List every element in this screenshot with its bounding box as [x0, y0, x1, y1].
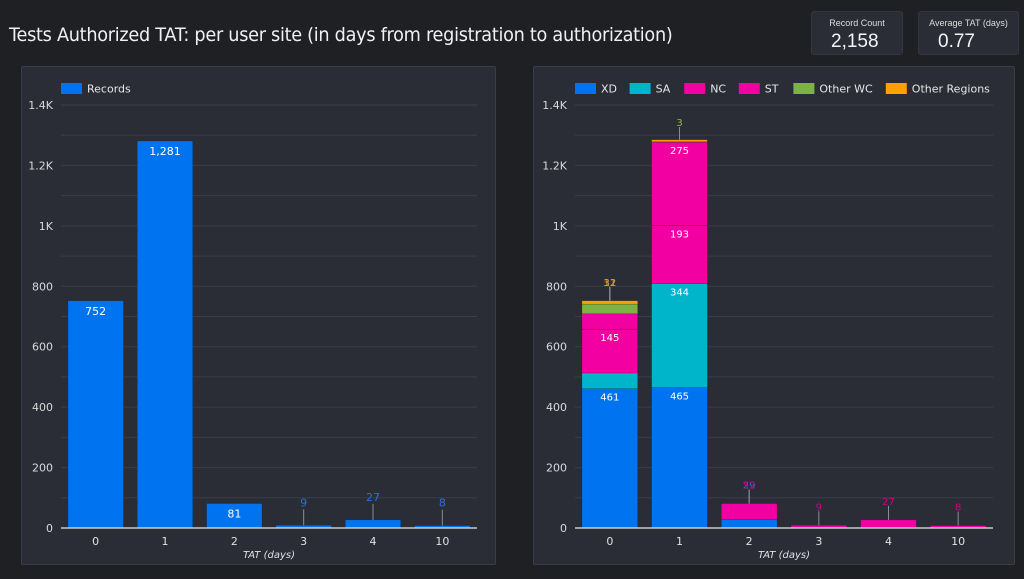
- records-bar-chart: 0 200 400 600 800 1K 1.2K 1.4K Records 752 0 1,281 1…: [28, 83, 477, 561]
- bar-segment: [860, 519, 917, 529]
- data-label: 193: [670, 229, 689, 240]
- bar-segment: [651, 141, 708, 226]
- bar-segment: [651, 224, 708, 284]
- x-tick-label: 3: [815, 535, 822, 548]
- data-label: 27: [366, 491, 380, 504]
- y-tick-label: 1.4K: [28, 99, 53, 112]
- data-label: 32: [603, 278, 616, 289]
- bar-segment: [344, 519, 402, 529]
- y-tick-label: 1.4K: [542, 99, 567, 112]
- x-axis-title: TAT (days): [243, 550, 295, 561]
- data-label: 8: [955, 503, 961, 514]
- data-label: 9: [300, 496, 307, 509]
- bar-segment: [651, 387, 708, 529]
- kpi-average-tat: Average TAT (days) 0.77: [918, 11, 1019, 55]
- legend-swatch: [575, 83, 596, 94]
- data-label: 11: [603, 278, 616, 289]
- site-stacked-bar-chart: 0 200 400 600 800 1K 1.2K 1.4K XD SA NC ST Other WC O…: [542, 83, 993, 561]
- legend-swatch: [629, 83, 651, 94]
- data-label: 52: [743, 481, 756, 492]
- data-label: 465: [670, 392, 689, 403]
- x-tick-label: 4: [370, 535, 377, 548]
- y-tick-label: 600: [546, 341, 567, 354]
- bar-segment: [581, 300, 639, 305]
- data-label: 145: [600, 333, 619, 344]
- data-label: 8: [439, 497, 446, 510]
- bar-segment: [581, 303, 639, 315]
- legend-swatch: [885, 83, 907, 94]
- x-tick-label: 0: [92, 535, 99, 548]
- data-label: 9: [816, 502, 822, 513]
- x-tick-label: 3: [300, 535, 307, 548]
- data-label: 461: [600, 393, 619, 404]
- x-tick-label: 4: [885, 535, 892, 548]
- bar-segment: [206, 503, 263, 529]
- kpi-value: 0.77: [938, 31, 975, 52]
- x-tick-label: 2: [231, 535, 238, 548]
- data-label: 27: [882, 497, 895, 508]
- legend-label: Records: [87, 83, 131, 96]
- legend-label: NC: [710, 83, 726, 96]
- y-tick-label: 600: [32, 341, 53, 354]
- legend-label: Other WC: [819, 83, 873, 96]
- legend-swatch: [793, 83, 815, 94]
- legend-label: XD: [601, 83, 617, 96]
- bar-segment: [721, 518, 778, 529]
- legend-label: ST: [765, 83, 779, 96]
- data-label: 275: [670, 146, 689, 157]
- records-chart-panel: 0 200 400 600 800 1K 1.2K 1.4K Records 752 0 1,281 1…: [21, 66, 496, 565]
- y-tick-label: 1.2K: [28, 159, 53, 172]
- kpi-value: 2,158: [831, 31, 879, 52]
- data-label: 52: [603, 278, 616, 289]
- legend-swatch: [61, 83, 82, 94]
- y-tick-label: 1K: [553, 220, 568, 233]
- y-tick-label: 200: [32, 462, 53, 475]
- x-tick-label: 10: [951, 535, 965, 548]
- y-tick-label: 1K: [39, 220, 54, 233]
- bar-segment: [581, 313, 639, 330]
- x-tick-label: 1: [162, 535, 169, 548]
- y-tick-label: 0: [560, 522, 567, 535]
- y-tick-label: 400: [546, 401, 567, 414]
- kpi-label: Record Count: [829, 18, 885, 28]
- y-tick-label: 1.2K: [542, 159, 567, 172]
- y-tick-label: 200: [546, 462, 567, 475]
- bar-segment: [721, 503, 778, 520]
- bar-segment: [651, 283, 708, 388]
- bar-segment: [67, 300, 124, 529]
- x-tick-label: 2: [746, 535, 753, 548]
- data-label: 752: [85, 305, 106, 318]
- data-label: 51: [603, 278, 616, 289]
- legend-swatch: [738, 83, 760, 94]
- y-tick-label: 800: [546, 280, 567, 293]
- x-tick-label: 1: [676, 535, 683, 548]
- x-tick-label: 10: [435, 535, 449, 548]
- kpi-record-count: Record Count 2,158: [811, 11, 903, 55]
- data-label: 1,281: [149, 145, 181, 158]
- site-stacked-chart-panel: 0 200 400 600 800 1K 1.2K 1.4K XD SA NC ST Other WC O…: [533, 66, 1015, 565]
- legend-label: Other Regions: [912, 83, 990, 96]
- legend-label: SA: [656, 83, 671, 96]
- data-label: 81: [227, 508, 241, 521]
- y-tick-label: 400: [32, 401, 53, 414]
- bar-segment: [581, 372, 639, 390]
- bar-segment: [136, 140, 194, 529]
- data-label: 344: [670, 288, 689, 299]
- bar-segment: [581, 388, 639, 529]
- legend-swatch: [684, 83, 706, 94]
- y-tick-label: 800: [32, 280, 53, 293]
- bar-segment: [651, 139, 708, 142]
- data-label: 29: [743, 481, 756, 492]
- kpi-label: Average TAT (days): [929, 18, 1008, 28]
- page-title: Tests Authorized TAT: per user site (in …: [9, 24, 673, 46]
- y-tick-label: 0: [46, 522, 53, 535]
- data-label: 3: [676, 118, 682, 129]
- x-tick-label: 0: [606, 535, 613, 548]
- x-axis-title: TAT (days): [758, 550, 810, 561]
